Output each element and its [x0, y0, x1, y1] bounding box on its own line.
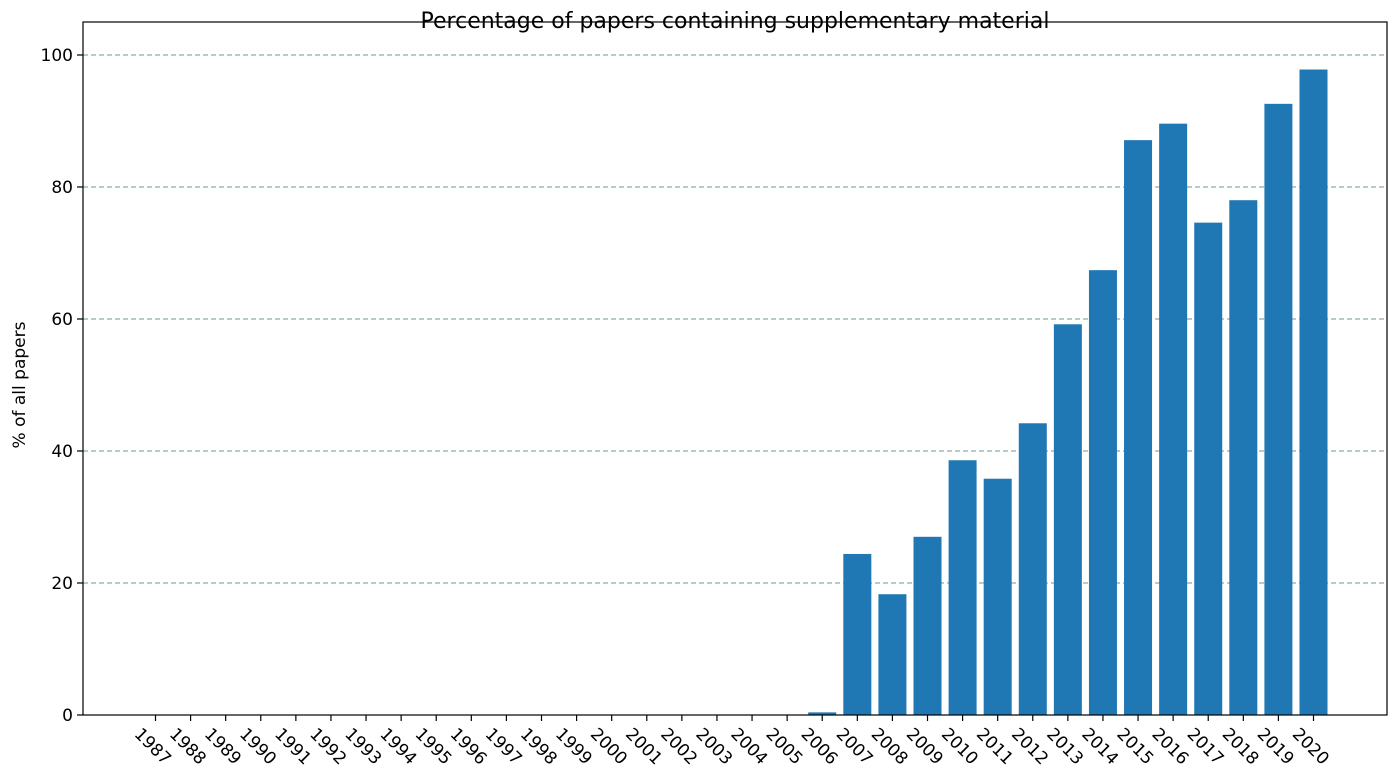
x-tick-label: 2005: [762, 724, 807, 769]
x-tick-label: 1990: [235, 724, 280, 769]
x-tick-label: 2017: [1183, 724, 1228, 769]
bar-2010: [948, 460, 977, 715]
y-tick-label: 100: [41, 46, 73, 66]
gridlines: [83, 54, 1387, 584]
x-tick-label: 2018: [1218, 724, 1263, 769]
y-tick-label: 60: [51, 310, 73, 330]
x-tick-label: 1998: [516, 724, 561, 769]
x-tick-label: 2003: [691, 724, 736, 769]
x-tick-label: 2004: [727, 724, 772, 769]
x-tick-label: 2011: [972, 724, 1017, 769]
bar-2009: [913, 536, 942, 715]
y-axis-label: % of all papers: [10, 321, 30, 448]
x-tick-label: 1991: [270, 724, 315, 769]
x-tick-label: 2007: [832, 724, 877, 769]
x-tick-label: 2010: [937, 724, 982, 769]
x-tick-label: 1993: [341, 724, 386, 769]
bar-2016: [1159, 123, 1188, 715]
y-tick-label: 80: [51, 178, 73, 198]
x-tick-label: 2001: [621, 724, 666, 769]
bar-2012: [1018, 423, 1047, 715]
x-tick-label: 2015: [1113, 724, 1158, 769]
x-tick-label: 1988: [165, 724, 210, 769]
bar-2015: [1124, 140, 1153, 715]
bar-2007: [843, 553, 872, 715]
y-axis: 0 20 40 60 80 100: [41, 46, 83, 726]
x-tick-label: 2000: [586, 724, 631, 769]
x-axis: 1987198819891990199119921993199419951996…: [130, 715, 1333, 769]
x-tick-label: 1999: [551, 724, 596, 769]
bar-2020: [1299, 69, 1328, 715]
bar-2018: [1229, 200, 1258, 715]
x-tick-label: 2008: [867, 724, 912, 769]
x-tick-label: 2012: [1007, 724, 1052, 769]
bar-2014: [1088, 270, 1117, 715]
x-tick-label: 1987: [130, 724, 175, 769]
y-tick-label: 20: [51, 574, 73, 594]
bar-2006: [808, 712, 837, 715]
x-tick-label: 1992: [305, 724, 350, 769]
y-tick-label: 0: [62, 706, 73, 726]
y-tick-label: 40: [51, 442, 73, 462]
x-tick-label: 2002: [656, 724, 701, 769]
plot-frame: [82, 21, 1388, 716]
bars: [808, 69, 1328, 716]
x-tick-label: 1997: [481, 724, 526, 769]
x-tick-label: 1994: [376, 724, 421, 769]
x-tick-label: 2013: [1042, 724, 1087, 769]
x-tick-label: 1996: [446, 724, 491, 769]
x-tick-label: 2014: [1077, 724, 1122, 769]
bar-2008: [878, 594, 907, 715]
bar-2017: [1194, 222, 1223, 715]
x-tick-label: 1989: [200, 724, 245, 769]
x-tick-label: 2016: [1148, 724, 1193, 769]
bar-2013: [1053, 324, 1082, 715]
bar-2011: [983, 478, 1012, 715]
x-tick-label: 2019: [1253, 724, 1298, 769]
x-tick-label: 2020: [1288, 724, 1333, 769]
x-tick-label: 2006: [797, 724, 842, 769]
x-tick-label: 2009: [902, 724, 947, 769]
x-tick-label: 1995: [411, 724, 456, 769]
bar-2019: [1264, 103, 1293, 716]
